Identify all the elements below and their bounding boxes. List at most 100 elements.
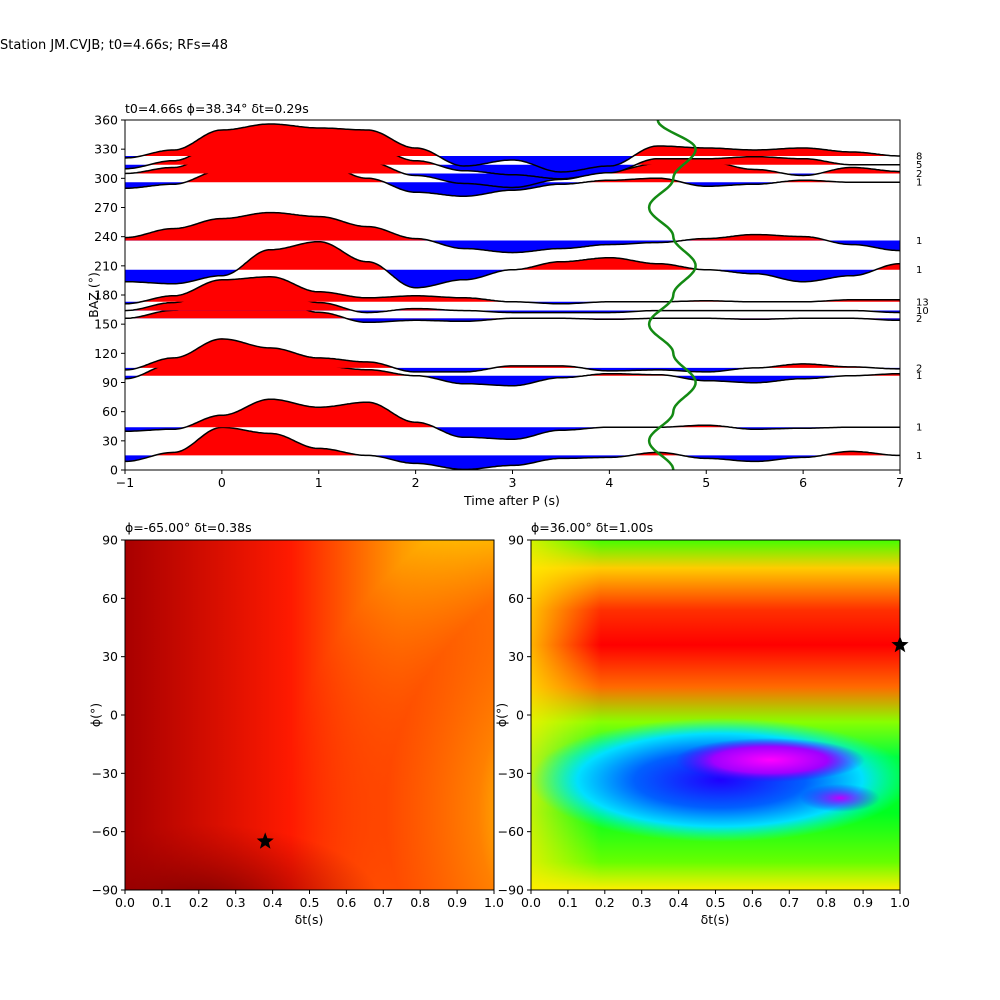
- rf-positive-fill: [125, 348, 900, 376]
- rf-trace-line: [125, 211, 900, 254]
- grid-left-ylabel: ϕ(°): [88, 703, 103, 727]
- rf-negative-fill: [125, 269, 900, 288]
- rf-count-label: 1: [916, 236, 922, 247]
- grid-search-left-panel: ϕ=-65.00° δt=0.38s 0.0 0.1 0.2 0.3 0.4 0.5 0.6…: [88, 520, 504, 927]
- x-tick-label: 0.6: [336, 895, 356, 910]
- x-tick-label: 1.0: [484, 895, 504, 910]
- rf-stack-ticks: −1 0 1 2 3 4 5 6 7030609012015018021024027030033…: [94, 113, 904, 491]
- x-tick-label: 0.2: [189, 895, 209, 910]
- y-tick-label: 90: [102, 533, 118, 548]
- grid-left-heatmap: [125, 540, 494, 890]
- y-tick-label: −60: [498, 824, 524, 839]
- rf-count-label: 2: [916, 363, 922, 374]
- rf-positive-fill: [125, 338, 900, 368]
- rf-count-label: 1: [916, 178, 922, 189]
- y-tick-label: 210: [94, 258, 118, 273]
- grid-right-ticks: 0.0 0.1 0.2 0.3 0.4 0.5 0.6 0.7 0.8 0.9 1.0 −90 −60 −…: [498, 533, 910, 911]
- y-tick-label: 120: [94, 346, 118, 361]
- rf-count-label: 1: [916, 371, 922, 382]
- rf-count-label: 5: [916, 160, 922, 171]
- rf-trace: [125, 276, 900, 305]
- y-tick-label: 0: [110, 708, 118, 723]
- x-tick-label: 4: [605, 475, 613, 490]
- x-tick-label: 0.5: [300, 895, 320, 910]
- rf-positive-fill: [125, 276, 900, 302]
- y-tick-label: 180: [94, 288, 118, 303]
- y-tick-label: 300: [94, 171, 118, 186]
- x-tick-label: 0.8: [410, 895, 430, 910]
- rf-positive-fill: [125, 286, 900, 311]
- x-tick-label: 6: [799, 475, 807, 490]
- rf-negative-fill: [125, 367, 900, 372]
- rf-trace-line: [125, 426, 900, 470]
- rf-stack-ylabel: BAZ (°): [86, 272, 101, 318]
- x-tick-label: 2: [412, 475, 420, 490]
- rf-count-label: 1: [916, 451, 922, 462]
- x-tick-label: 0: [218, 475, 226, 490]
- y-tick-label: −60: [92, 824, 118, 839]
- x-tick-label: 5: [702, 475, 710, 490]
- y-tick-label: 60: [102, 404, 118, 419]
- rf-traces: [125, 123, 900, 470]
- rf-negative-fill: [125, 240, 900, 253]
- x-tick-label: 0.1: [152, 895, 172, 910]
- grid-right-ylabel: ϕ(°): [494, 703, 509, 727]
- y-tick-label: 60: [102, 591, 118, 606]
- rf-positive-fill: [125, 241, 900, 270]
- rf-trace: [125, 426, 900, 470]
- best-fit-star-icon: [256, 832, 274, 849]
- rf-trace-line: [125, 276, 900, 305]
- y-tick-label: 0: [516, 708, 524, 723]
- y-tick-label: 90: [102, 375, 118, 390]
- grid-right-title: ϕ=36.00° δt=1.00s: [531, 520, 653, 535]
- rf-count-label: 10: [916, 306, 929, 317]
- x-tick-label: 0.1: [558, 895, 578, 910]
- rf-negative-fill: [125, 173, 900, 188]
- rf-negative-fill: [125, 455, 900, 470]
- y-tick-label: 0: [110, 463, 118, 478]
- x-tick-label: 0.4: [669, 895, 689, 910]
- x-tick-label: 0.9: [853, 895, 873, 910]
- x-tick-label: 0.2: [595, 895, 615, 910]
- rf-trace: [125, 123, 900, 173]
- rf-trace: [125, 398, 900, 440]
- x-tick-label: 0.4: [263, 895, 283, 910]
- grid-right-xlabel: δt(s): [701, 912, 730, 927]
- y-tick-label: −90: [92, 883, 118, 898]
- x-tick-label: 0.3: [226, 895, 246, 910]
- rf-positive-fill: [125, 212, 900, 241]
- x-tick-label: 1.0: [890, 895, 910, 910]
- x-tick-label: −1: [116, 475, 134, 490]
- grid-left-xlabel: δt(s): [295, 912, 324, 927]
- y-tick-label: −30: [92, 766, 118, 781]
- x-tick-label: 0.8: [816, 895, 836, 910]
- rf-trace: [125, 211, 900, 254]
- rf-stack-title: t0=4.66s ϕ=38.34° δt=0.29s: [125, 101, 309, 116]
- rf-trace: [125, 240, 900, 289]
- y-tick-label: 30: [508, 649, 524, 664]
- rf-trace-line: [125, 338, 900, 373]
- y-tick-label: −90: [498, 883, 524, 898]
- y-tick-label: 330: [94, 142, 118, 157]
- rf-count-label: 2: [916, 169, 922, 180]
- grid-left-ticks: 0.0 0.1 0.2 0.3 0.4 0.5 0.6 0.7 0.8 0.9 1.0 −90 −60 −…: [92, 533, 504, 911]
- rf-stack-xlabel: Time after P (s): [463, 493, 560, 508]
- x-tick-label: 0.9: [447, 895, 467, 910]
- rf-negative-fill: [125, 427, 900, 440]
- y-tick-label: 60: [508, 591, 524, 606]
- rf-positive-fill: [125, 124, 900, 156]
- rf-negative-fill: [125, 164, 900, 179]
- y-tick-label: 90: [508, 533, 524, 548]
- grid-left-title: ϕ=-65.00° δt=0.38s: [125, 520, 252, 535]
- rf-trace-line: [125, 123, 900, 173]
- x-tick-label: 7: [896, 475, 904, 490]
- rf-trace-line: [125, 398, 900, 440]
- x-tick-label: 0.5: [706, 895, 726, 910]
- y-tick-label: 240: [94, 229, 118, 244]
- x-tick-label: 1: [315, 475, 323, 490]
- grid-right-heatmap: [531, 540, 900, 890]
- x-tick-label: 0.0: [521, 895, 541, 910]
- y-tick-label: −30: [498, 766, 524, 781]
